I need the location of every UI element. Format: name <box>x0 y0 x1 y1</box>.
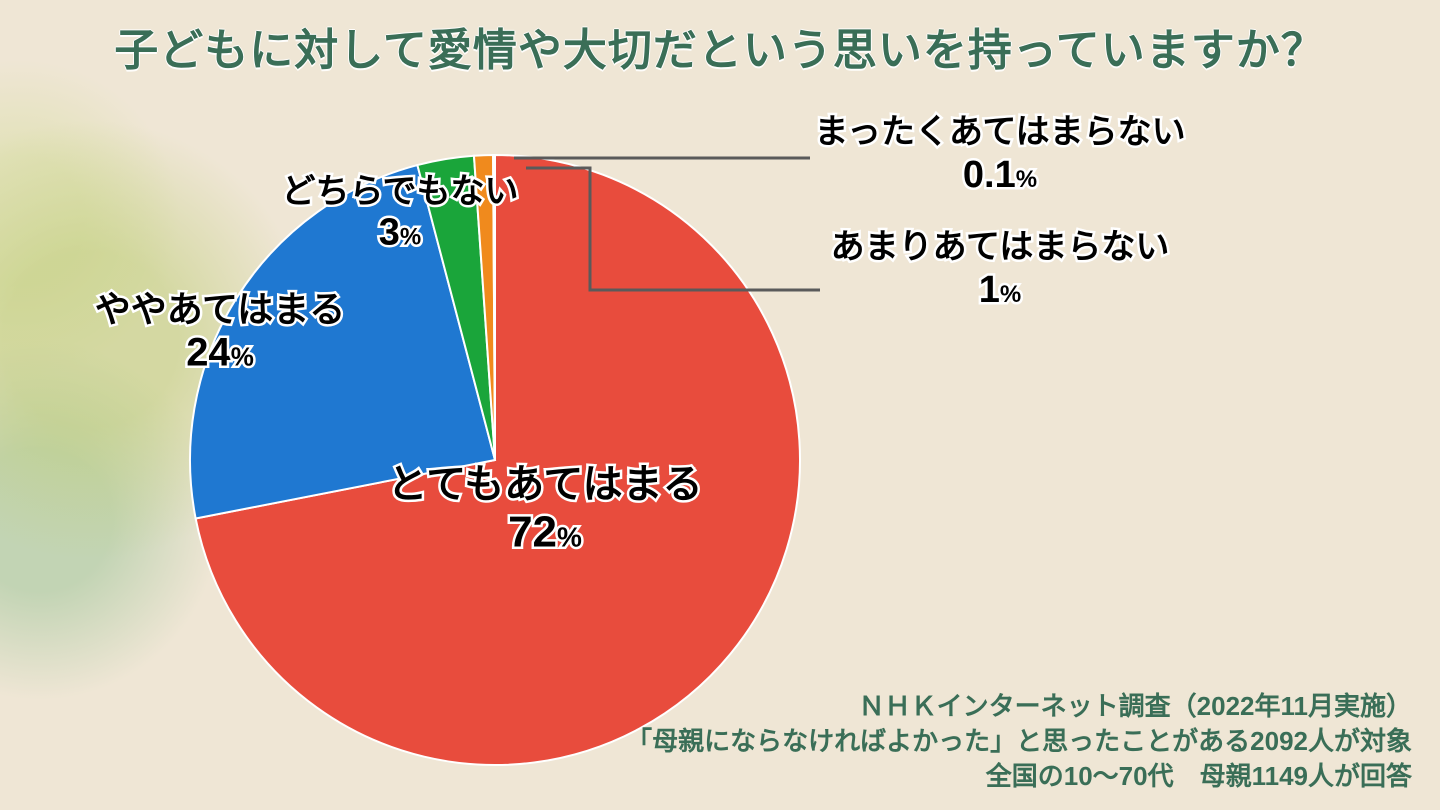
pct-symbol: % <box>1000 281 1021 308</box>
slice-label-neither-text: どちらでもない <box>282 173 519 212</box>
callout-not-much-pct: 1 <box>979 269 1000 311</box>
callout-label-not-much: あまりあてはまらない 1% <box>831 227 1170 313</box>
slice-label-very: とてもあてはまる 72% <box>387 462 702 559</box>
slice-label-very-text: とてもあてはまる <box>387 462 702 508</box>
slice-label-somewhat-text: ややあてはまる <box>95 288 346 329</box>
callout-label-not-at-all: まったくあてはまらない 0.1% <box>814 112 1185 198</box>
footer-line-3: 全国の10～70代 母親1149人が回答 <box>626 759 1412 794</box>
pct-symbol: % <box>557 522 582 553</box>
footer-source: ＮＨＫインターネット調査（2022年11月実施） 「母親にならなければよかった」… <box>626 689 1412 794</box>
pct-symbol: % <box>400 224 421 251</box>
slice-label-somewhat-pct: 24 <box>186 331 231 375</box>
footer-line-2: 「母親にならなければよかった」と思ったことがある2092人が対象 <box>626 724 1412 759</box>
slice-label-neither-pct: 3 <box>379 212 400 254</box>
slice-label-somewhat: ややあてはまる 24% <box>95 288 346 375</box>
callout-not-at-all-pct: 0.1 <box>963 154 1016 196</box>
pct-symbol: % <box>1016 166 1037 193</box>
slice-label-very-pct: 72 <box>508 508 557 557</box>
slice-label-neither: どちらでもない 3% <box>282 173 519 256</box>
footer-line-1: ＮＨＫインターネット調査（2022年11月実施） <box>626 689 1412 724</box>
callout-not-at-all-text: まったくあてはまらない <box>814 112 1185 153</box>
pct-symbol: % <box>231 342 254 372</box>
callout-not-much-text: あまりあてはまらない <box>831 227 1170 268</box>
